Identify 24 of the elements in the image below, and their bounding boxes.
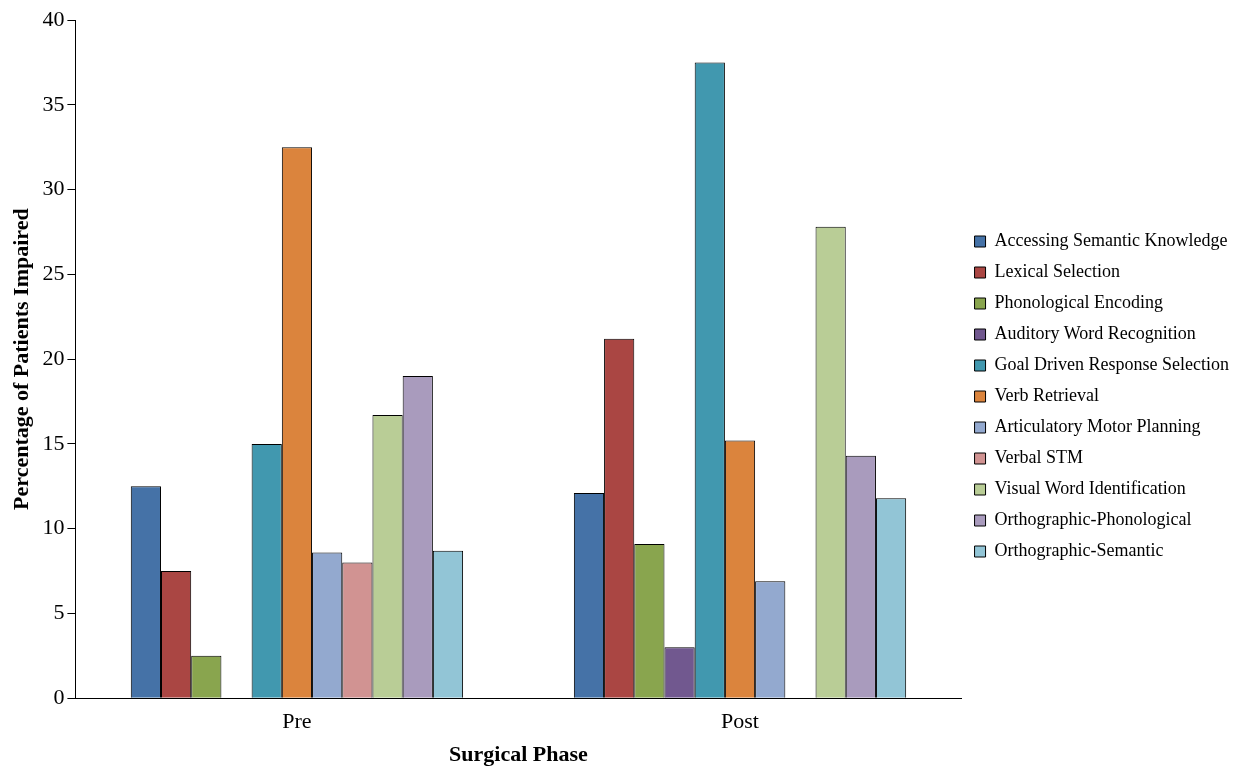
y-tick-label: 15: [42, 429, 65, 455]
y-axis-title: Percentage of Patients Impaired: [7, 208, 33, 510]
legend-label: Lexical Selection: [994, 261, 1120, 282]
legend-label: Goal Driven Response Selection: [994, 354, 1229, 375]
y-tick-label: 35: [42, 90, 65, 116]
x-tick-label: Post: [721, 708, 759, 734]
legend-label: Orthographic-Semantic: [994, 540, 1164, 561]
x-axis-title: Surgical Phase: [449, 741, 589, 767]
y-tick-label: 5: [53, 599, 65, 625]
y-tick-label: 0: [53, 683, 65, 709]
legend-label: Orthographic-Phonological: [994, 509, 1192, 530]
legend-label: Phonological Encoding: [994, 292, 1164, 313]
legend-label: Accessing Semantic Knowledge: [994, 230, 1228, 251]
legend-label: Verb Retrieval: [994, 385, 1100, 406]
y-tick-label: 30: [42, 175, 65, 201]
legend-label: Articulatory Motor Planning: [994, 416, 1201, 437]
legend-label: Auditory Word Recognition: [994, 323, 1196, 344]
y-tick-label: 40: [42, 5, 65, 31]
legend-label: Verbal STM: [994, 447, 1084, 468]
x-tick-label: Pre: [282, 708, 312, 734]
y-tick-label: 20: [42, 344, 65, 370]
y-tick-label: 10: [42, 514, 65, 540]
legend-label: Visual Word Identification: [994, 478, 1186, 499]
y-tick-label: 25: [42, 260, 65, 286]
